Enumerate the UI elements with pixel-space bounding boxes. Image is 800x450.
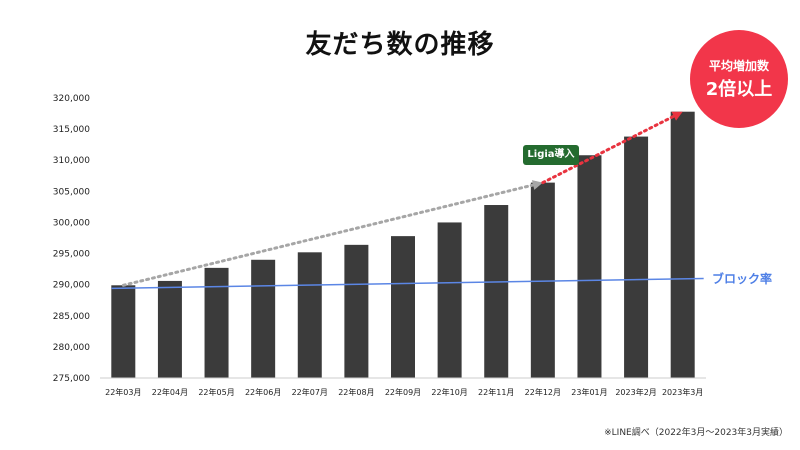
x-tick-label: 22年04月: [152, 387, 188, 397]
y-tick-label: 275,000: [53, 374, 90, 384]
y-tick-label: 315,000: [53, 125, 90, 135]
trend-arrows: [121, 111, 683, 287]
y-tick-label: 305,000: [53, 187, 90, 197]
bar: [670, 111, 695, 378]
y-tick-label: 300,000: [53, 218, 90, 228]
bar: [204, 267, 229, 378]
bar: [624, 136, 649, 378]
x-tick-label: 22年07月: [292, 387, 328, 397]
x-tick-label: 22年06月: [245, 387, 281, 397]
trend-after-arrow-line: [541, 113, 678, 185]
bars: [111, 111, 695, 378]
x-tick-label: 22年08月: [338, 387, 374, 397]
badge-line-1: 平均増加数: [708, 59, 769, 73]
x-tick-label: 22年09月: [385, 387, 421, 397]
ligia-introduction-tag: Ligia導入: [523, 145, 579, 165]
y-tick-label: 310,000: [53, 156, 90, 166]
y-tick-label: 320,000: [53, 94, 90, 104]
badge-line-2: 2倍以上: [705, 79, 773, 101]
bar: [391, 236, 415, 378]
block-rate-series: [111, 277, 704, 290]
trend-after-arrow-head: [671, 111, 683, 121]
x-tick-label: 22年12月: [525, 387, 561, 397]
x-axis: 22年03月 22年04月 22年05月 22年06月 22年07月 22年08月 22年0…: [100, 377, 706, 397]
bar: [157, 280, 182, 378]
block-rate-line: [111, 277, 704, 290]
y-tick-label: 290,000: [53, 281, 90, 291]
bar: [484, 205, 509, 378]
x-tick-label: 22年05月: [198, 387, 234, 397]
block-rate-label: ブロック率: [712, 272, 773, 286]
trend-before-arrow-head: [531, 180, 543, 190]
x-tick-label: 2023年2月: [615, 387, 656, 397]
growth-badge: 平均増加数 2倍以上: [690, 30, 788, 128]
chart-title: 友だち数の推移: [305, 30, 495, 60]
x-tick-label: 23年01月: [571, 387, 607, 397]
trend-before-arrow-line: [121, 183, 537, 287]
bar: [297, 252, 322, 378]
y-tick-label: 280,000: [53, 343, 90, 353]
source-note: ※LINE調べ（2022年3月〜2023年3月実績）: [604, 428, 788, 438]
bar: [344, 244, 369, 378]
y-axis: 275,000 280,000 285,000 290,000 295,000 300,0…: [53, 94, 90, 384]
x-tick-label: 2023年3月: [662, 387, 703, 397]
y-tick-label: 285,000: [53, 312, 90, 322]
x-tick-label: 22年03月: [105, 387, 141, 397]
bar: [437, 222, 462, 378]
y-tick-label: 295,000: [53, 250, 90, 260]
x-tick-label: 22年11月: [478, 387, 514, 397]
bar: [111, 285, 136, 378]
x-tick-label: 22年10月: [431, 387, 467, 397]
bar: [251, 259, 276, 378]
bar: [577, 155, 602, 378]
